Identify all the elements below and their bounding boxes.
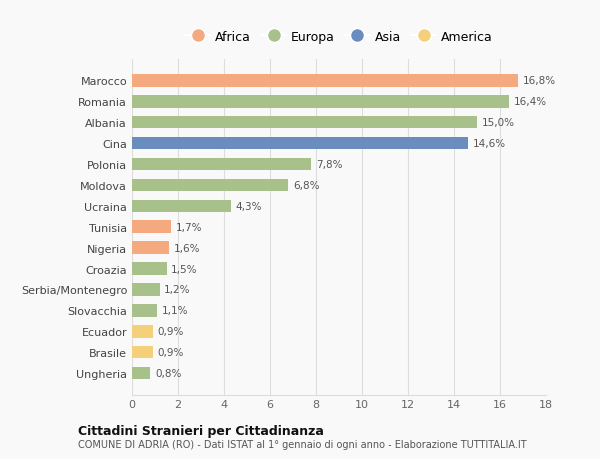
Bar — [132, 346, 152, 358]
Legend: Africa, Europa, Asia, America: Africa, Europa, Asia, America — [180, 26, 498, 49]
Text: 6,8%: 6,8% — [293, 180, 320, 190]
Text: 0,8%: 0,8% — [155, 368, 181, 378]
Text: 0,9%: 0,9% — [157, 347, 184, 358]
Text: 7,8%: 7,8% — [316, 160, 343, 170]
Text: 14,6%: 14,6% — [472, 139, 506, 149]
Text: 16,8%: 16,8% — [523, 76, 556, 86]
Bar — [132, 138, 468, 150]
Text: 1,2%: 1,2% — [164, 285, 191, 295]
Bar — [132, 242, 169, 254]
Bar — [132, 221, 171, 234]
Text: 15,0%: 15,0% — [482, 118, 515, 128]
Bar — [132, 263, 167, 275]
Text: 1,6%: 1,6% — [173, 243, 200, 253]
Text: COMUNE DI ADRIA (RO) - Dati ISTAT al 1° gennaio di ogni anno - Elaborazione TUTT: COMUNE DI ADRIA (RO) - Dati ISTAT al 1° … — [78, 440, 527, 449]
Bar — [132, 179, 289, 192]
Text: 16,4%: 16,4% — [514, 97, 547, 107]
Bar — [132, 158, 311, 171]
Text: 1,7%: 1,7% — [176, 222, 202, 232]
Bar — [132, 200, 231, 213]
Bar — [132, 117, 477, 129]
Bar — [132, 367, 151, 380]
Text: 4,3%: 4,3% — [235, 202, 262, 211]
Bar — [132, 304, 157, 317]
Bar — [132, 96, 509, 108]
Bar — [132, 284, 160, 296]
Text: Cittadini Stranieri per Cittadinanza: Cittadini Stranieri per Cittadinanza — [78, 424, 324, 437]
Bar — [132, 325, 152, 338]
Text: 1,1%: 1,1% — [162, 306, 188, 316]
Bar — [132, 75, 518, 87]
Text: 1,5%: 1,5% — [171, 264, 197, 274]
Text: 0,9%: 0,9% — [157, 326, 184, 336]
